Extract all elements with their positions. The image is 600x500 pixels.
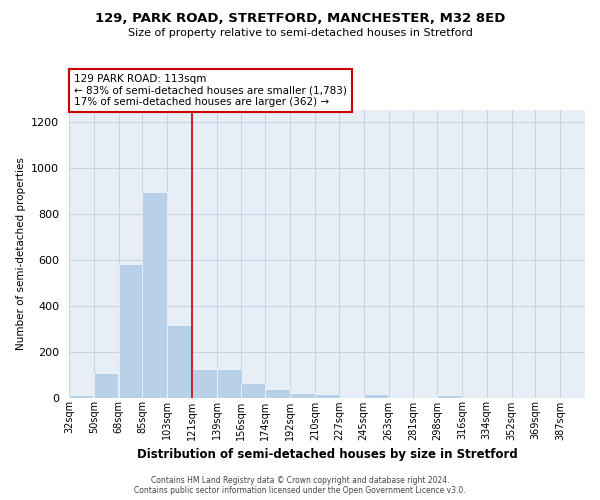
Bar (437, 395, 461, 398)
Text: Size of property relative to semi-detached houses in Stretford: Size of property relative to semi-detach… (128, 28, 472, 38)
Text: Contains HM Land Registry data © Crown copyright and database right 2024.
Contai: Contains HM Land Registry data © Crown c… (134, 476, 466, 495)
Text: 129, PARK ROAD, STRETFORD, MANCHESTER, M32 8ED: 129, PARK ROAD, STRETFORD, MANCHESTER, M… (95, 12, 505, 26)
Bar (192, 369, 217, 398)
Bar (142, 192, 167, 398)
Bar (94, 374, 118, 398)
X-axis label: Distribution of semi-detached houses by size in Stretford: Distribution of semi-detached houses by … (137, 448, 517, 461)
Bar (265, 390, 290, 398)
Bar (119, 264, 143, 398)
Bar (241, 382, 265, 398)
Y-axis label: Number of semi-detached properties: Number of semi-detached properties (16, 158, 26, 350)
Bar (217, 369, 242, 398)
Bar (364, 394, 388, 398)
Bar (167, 325, 192, 398)
Bar (290, 393, 315, 398)
Text: 129 PARK ROAD: 113sqm
← 83% of semi-detached houses are smaller (1,783)
17% of s: 129 PARK ROAD: 113sqm ← 83% of semi-deta… (74, 74, 347, 107)
Bar (315, 394, 340, 398)
Bar (69, 395, 94, 398)
